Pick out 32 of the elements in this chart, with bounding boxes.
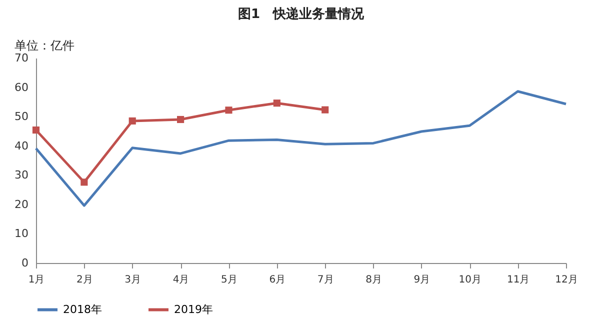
y-tick-label: 60 (14, 80, 28, 94)
point (80, 178, 88, 186)
point (273, 100, 280, 107)
y-tick-label: 40 (14, 139, 28, 152)
y-tick-label: 10 (14, 227, 28, 240)
x-tick-label: 2月 (76, 274, 93, 286)
x-tick-label: 10月 (458, 274, 482, 286)
point (322, 106, 329, 114)
y-axis-title: 单位：亿件 (14, 38, 74, 52)
x-tick-label: 4月 (172, 274, 190, 286)
y-tick-label: 20 (14, 198, 28, 211)
line-series (34, 90, 568, 207)
y-tick-label: 50 (14, 110, 28, 124)
point (225, 106, 232, 114)
y-tick-label: 30 (14, 168, 28, 182)
x-tick-label: 8月 (366, 274, 382, 286)
legend-label: 2019年 (174, 302, 213, 316)
chart-title: 图1 快递业务量情况 (238, 6, 366, 22)
legend-label: 2018年 (63, 302, 102, 316)
x-tick-label: 3月 (124, 274, 142, 286)
y-tick-label: 70 (14, 52, 28, 64)
point (32, 126, 40, 134)
x-tick-label: 9月 (414, 274, 430, 286)
x-tick-label: 6月 (269, 274, 286, 286)
y-tick-label: 0 (22, 256, 28, 270)
x-tick-label: 1月 (28, 274, 45, 286)
point (128, 117, 136, 124)
x-tick-label: 7月 (317, 274, 334, 286)
x-tick-label: 11月 (506, 274, 530, 286)
x-tick-label: 12月 (555, 274, 578, 286)
x-tick-label: 5月 (221, 274, 238, 286)
point (177, 116, 184, 124)
